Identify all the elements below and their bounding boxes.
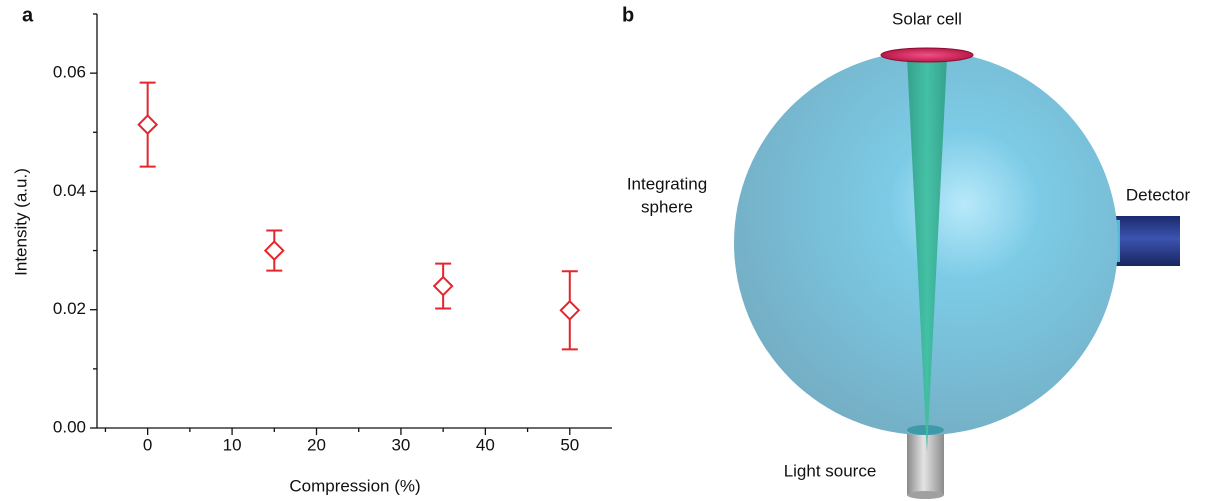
x-tick-label: 30: [391, 435, 410, 454]
y-tick-label: 0.02: [53, 299, 86, 318]
plot: 0.00 0.02 0.04 0.06 0 10 20 30 40 50: [53, 13, 612, 454]
y-axis-label: Intensity (a.u.): [11, 168, 30, 276]
marker: [263, 240, 285, 261]
x-tick-label: 50: [560, 435, 579, 454]
node-label: sphere: [641, 197, 693, 216]
node-label: Light source: [784, 461, 877, 480]
panel-label: b: [622, 4, 634, 26]
light-beam: [907, 58, 947, 452]
node-label: Integrating: [627, 174, 707, 193]
y-tick-label: 0.00: [53, 417, 86, 436]
x-axis-label: Compression (%): [289, 476, 420, 495]
x-tick-label: 20: [307, 435, 326, 454]
y-tick-label: 0.06: [53, 63, 86, 82]
solar-cell: [880, 47, 974, 63]
node-label: Detector: [1126, 185, 1191, 204]
node-label: Solar cell: [892, 9, 962, 28]
light-source: [907, 430, 944, 495]
x-tick-label: 0: [143, 435, 152, 454]
light-source-top: [907, 425, 944, 435]
y-tick-label: 0.04: [53, 181, 86, 200]
diagram: b Solar cell Integrating sphere Detector…: [622, 4, 1190, 499]
x-tick-label: 40: [476, 435, 495, 454]
light-source-base: [907, 491, 944, 499]
marker: [432, 275, 454, 297]
x-tick-label: 10: [223, 435, 242, 454]
detector: [1116, 216, 1180, 266]
marker: [559, 299, 581, 321]
marker: [137, 114, 159, 136]
panel-label: a: [22, 4, 34, 26]
